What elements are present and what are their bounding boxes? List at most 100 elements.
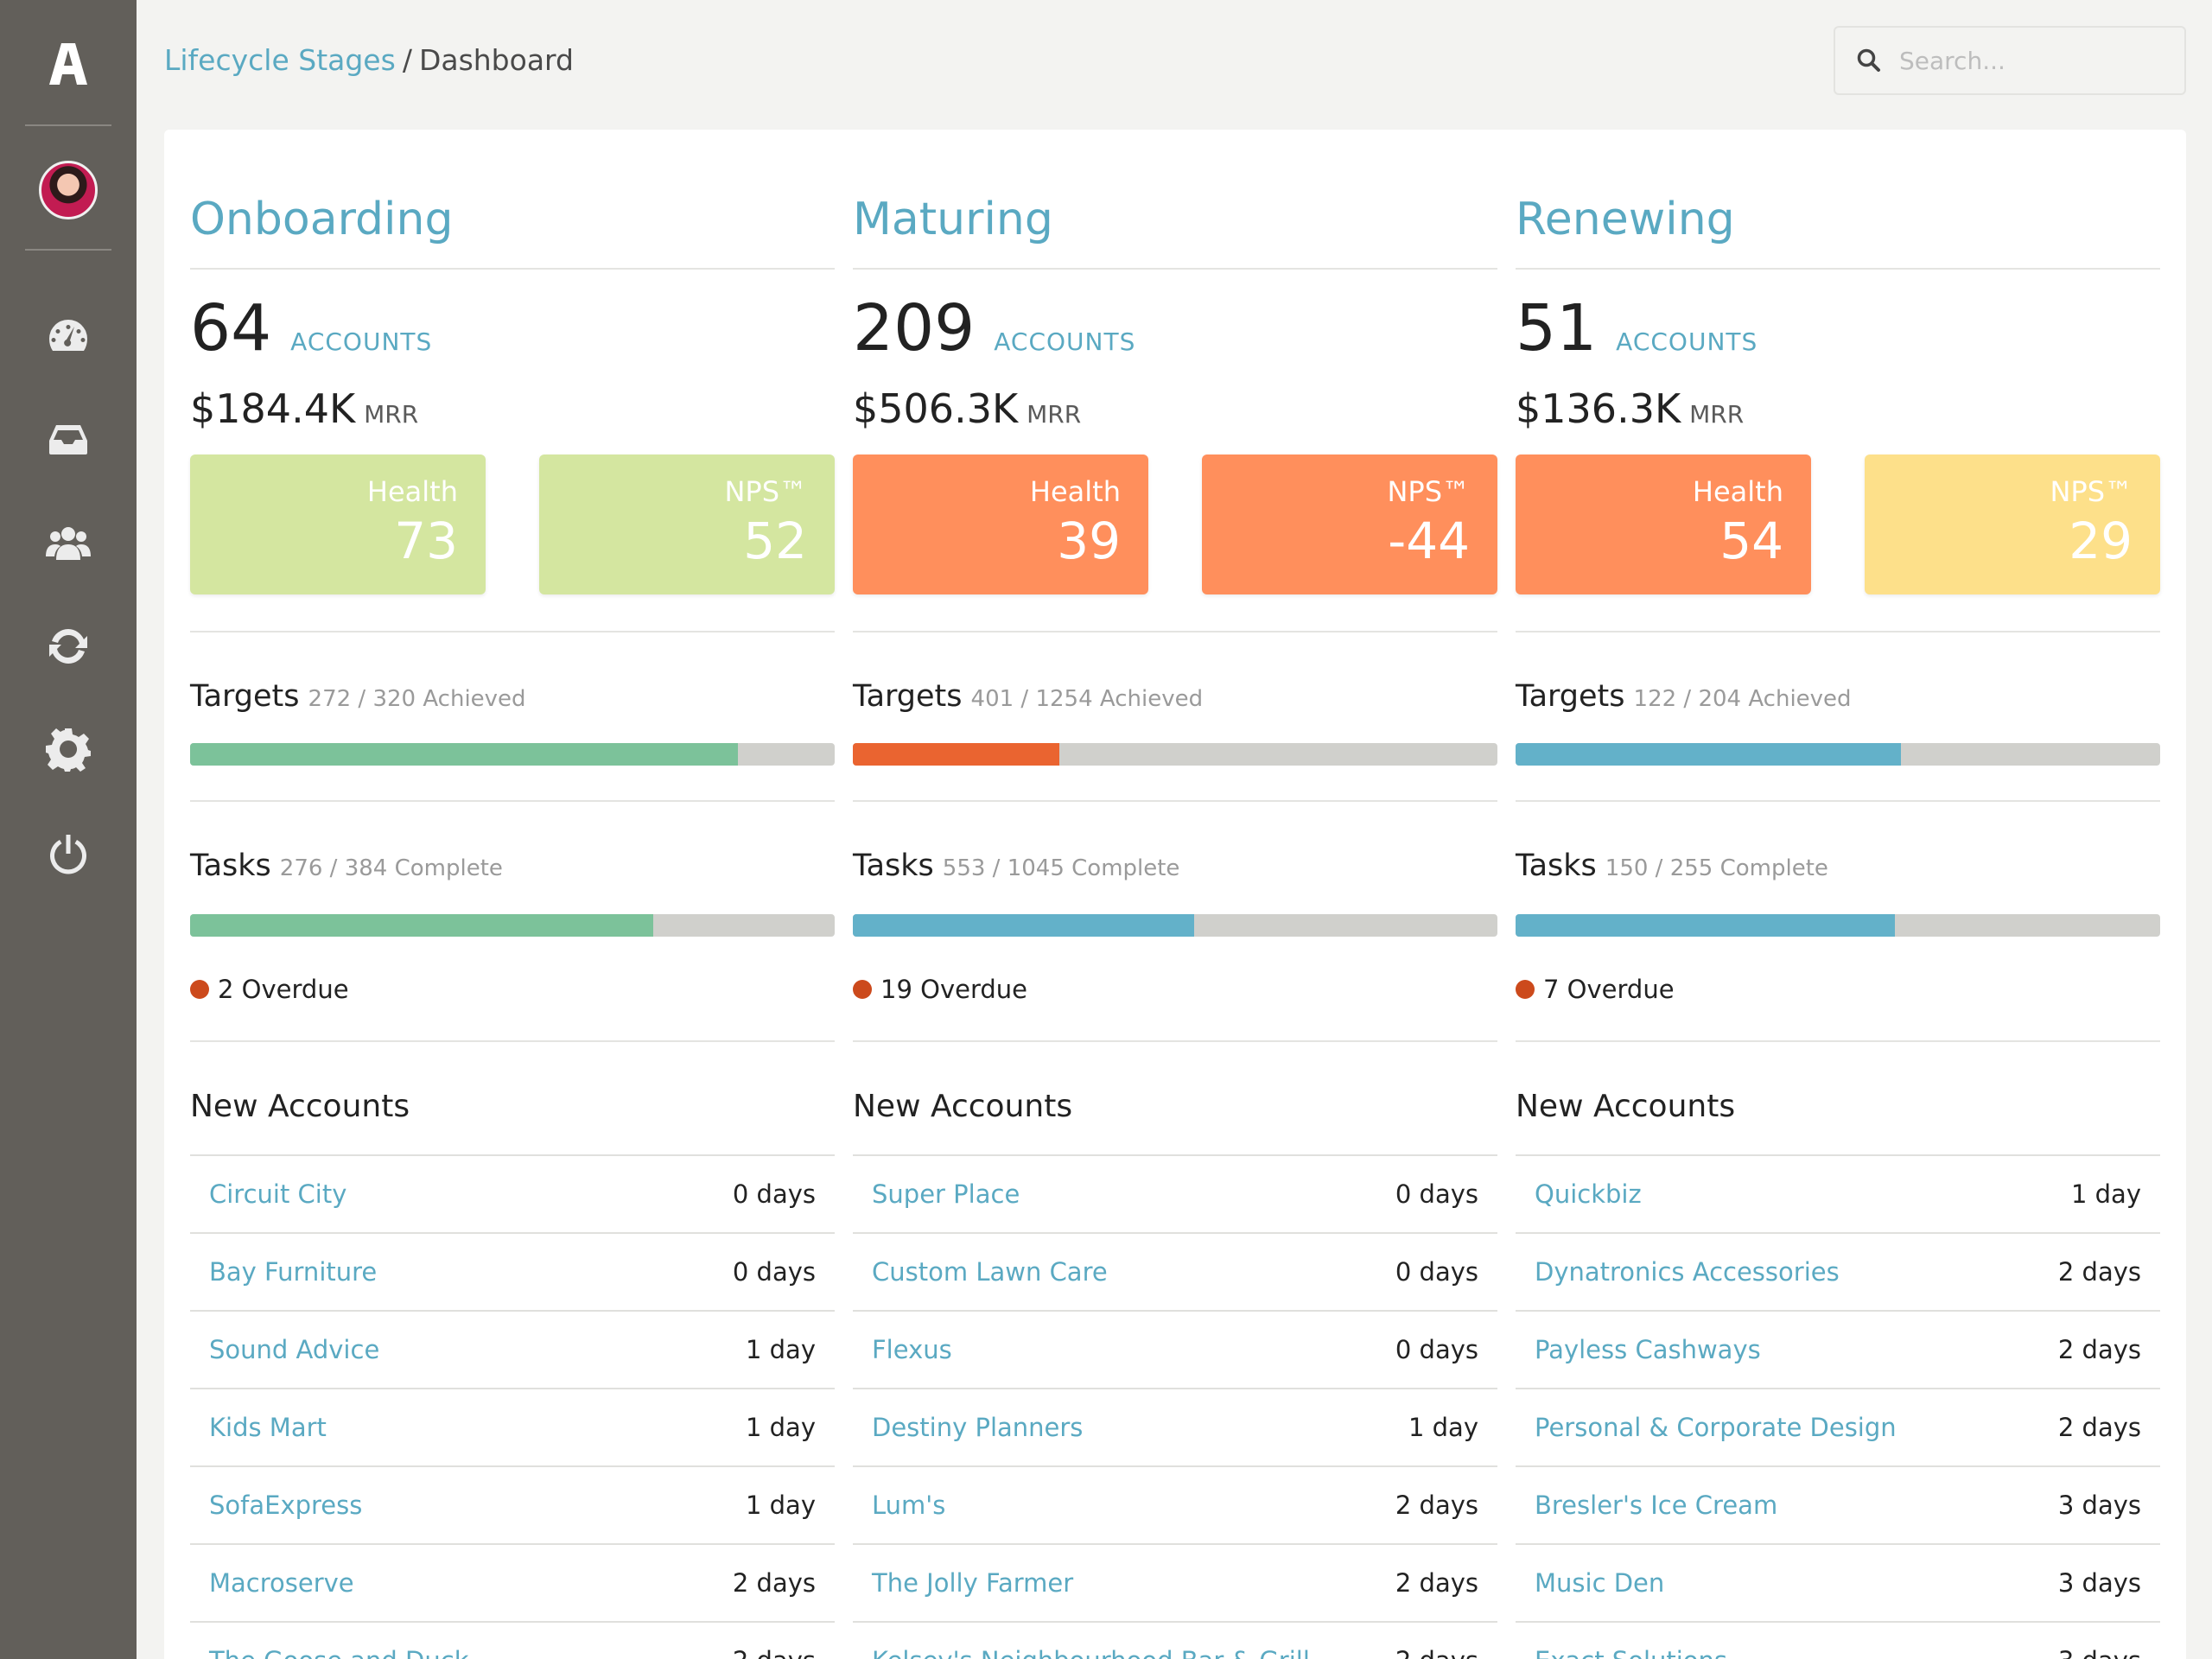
account-age: 3 days — [2058, 1646, 2141, 1659]
account-name-link[interactable]: Flexus — [872, 1335, 952, 1364]
tasks-label: Tasks — [853, 849, 934, 883]
targets-detail: 272 / 320 Achieved — [308, 686, 526, 712]
account-name-link[interactable]: Super Place — [872, 1179, 1020, 1209]
stage-title[interactable]: Maturing — [853, 194, 1053, 245]
account-name-link[interactable]: Kids Mart — [209, 1413, 327, 1442]
tasks-label: Tasks — [190, 849, 271, 883]
stage-title[interactable]: Renewing — [1516, 194, 1735, 245]
account-name-link[interactable]: Circuit City — [209, 1179, 347, 1209]
account-row: Destiny Planners 1 day — [853, 1388, 1497, 1465]
nps-score: -44 — [1388, 512, 1470, 570]
app-logo[interactable] — [48, 38, 89, 90]
nps-tile[interactable]: NPS™ 29 — [1865, 454, 2160, 594]
tasks-detail: 553 / 1045 Complete — [942, 855, 1180, 881]
targets-header: Targets 401 / 1254 Achieved — [853, 679, 1203, 714]
targets-header: Targets 272 / 320 Achieved — [190, 679, 526, 714]
breadcrumb-separator: / — [402, 43, 412, 77]
tasks-detail: 276 / 384 Complete — [279, 855, 503, 881]
account-name-link[interactable]: Bay Furniture — [209, 1257, 378, 1287]
overdue-indicator[interactable]: 19 Overdue — [853, 975, 1027, 1004]
overdue-indicator[interactable]: 2 Overdue — [190, 975, 349, 1004]
tasks-progress-fill — [190, 914, 654, 937]
account-name-link[interactable]: Lum's — [872, 1491, 946, 1520]
divider — [190, 800, 835, 802]
account-age: 1 day — [745, 1491, 816, 1520]
account-row: Circuit City 0 days — [190, 1154, 835, 1232]
account-row: Dynatronics Accessories 2 days — [1516, 1232, 2160, 1310]
mrr-label: MRR — [364, 400, 419, 429]
account-name-link[interactable]: Destiny Planners — [872, 1413, 1084, 1442]
account-name-link[interactable]: Exact Solutions — [1535, 1646, 1727, 1659]
account-name-link[interactable]: SofaExpress — [209, 1491, 363, 1520]
stage-title[interactable]: Onboarding — [190, 194, 454, 245]
health-tile[interactable]: Health 39 — [853, 454, 1148, 594]
nav-logout[interactable] — [34, 802, 103, 906]
sidebar — [0, 0, 137, 1659]
search-input[interactable] — [1899, 46, 2158, 75]
accounts-label[interactable]: ACCOUNTS — [994, 327, 1136, 356]
account-name-link[interactable]: Bresler's Ice Cream — [1535, 1491, 1778, 1520]
breadcrumb-lifecycle-stages[interactable]: Lifecycle Stages — [164, 43, 396, 77]
account-age: 1 day — [2070, 1179, 2141, 1209]
account-age: 0 days — [1395, 1179, 1478, 1209]
account-row: Bresler's Ice Cream 3 days — [1516, 1465, 2160, 1543]
accounts-label[interactable]: ACCOUNTS — [290, 327, 433, 356]
accounts-number: 51 — [1516, 291, 1598, 365]
targets-progress-fill — [853, 743, 1059, 766]
account-age: 2 days — [733, 1646, 816, 1659]
nav-sync[interactable] — [34, 594, 103, 698]
account-name-link[interactable]: The Jolly Farmer — [872, 1568, 1074, 1598]
nps-tile[interactable]: NPS™ -44 — [1202, 454, 1497, 594]
divider — [190, 268, 835, 270]
sidebar-divider — [25, 124, 111, 126]
nps-score: 29 — [2069, 512, 2133, 570]
account-row: Sound Advice 1 day — [190, 1310, 835, 1388]
account-name-link[interactable]: Kelsey's Neighbourhood Bar & Grill — [872, 1646, 1310, 1659]
account-row: Kids Mart 1 day — [190, 1388, 835, 1465]
health-score: 39 — [1057, 512, 1121, 570]
logo-icon — [49, 43, 87, 85]
account-age: 2 days — [1395, 1646, 1478, 1659]
accounts-label[interactable]: ACCOUNTS — [1616, 327, 1758, 356]
account-name-link[interactable]: Personal & Corporate Design — [1535, 1413, 1897, 1442]
accounts-count: 64 ACCOUNTS — [190, 294, 432, 363]
new-accounts-title: New Accounts — [190, 1089, 410, 1124]
account-name-link[interactable]: Macroserve — [209, 1568, 354, 1598]
nav-accounts[interactable] — [34, 491, 103, 594]
account-name-link[interactable]: Dynatronics Accessories — [1535, 1257, 1840, 1287]
user-avatar[interactable] — [39, 161, 98, 219]
power-icon — [50, 835, 86, 874]
account-name-link[interactable]: Payless Cashways — [1535, 1335, 1761, 1364]
account-age: 2 days — [732, 1568, 816, 1598]
nav-dashboard[interactable] — [34, 283, 103, 387]
health-tile[interactable]: Health 73 — [190, 454, 486, 594]
nps-tile[interactable]: NPS™ 52 — [539, 454, 835, 594]
account-age: 2 days — [1395, 1491, 1478, 1520]
mrr: $506.3K MRR — [853, 385, 1081, 432]
new-accounts-list: Circuit City 0 days Bay Furniture 0 days Sou… — [190, 1154, 835, 1659]
account-age: 0 days — [1395, 1335, 1478, 1364]
account-name-link[interactable]: Music Den — [1535, 1568, 1665, 1598]
new-accounts-title: New Accounts — [853, 1089, 1073, 1124]
account-name-link[interactable]: Sound Advice — [209, 1335, 380, 1364]
health-label: Health — [1692, 475, 1783, 508]
divider — [1516, 1040, 2160, 1042]
account-row: Custom Lawn Care 0 days — [853, 1232, 1497, 1310]
nav-settings[interactable] — [34, 698, 103, 802]
account-name-link[interactable]: Quickbiz — [1535, 1179, 1642, 1209]
dashboard-icon — [49, 320, 87, 351]
divider — [853, 800, 1497, 802]
health-tile[interactable]: Health 54 — [1516, 454, 1811, 594]
account-row: Personal & Corporate Design 2 days — [1516, 1388, 2160, 1465]
account-age: 1 day — [745, 1335, 816, 1364]
targets-label: Targets — [853, 679, 963, 714]
account-name-link[interactable]: The Goose and Duck — [209, 1646, 469, 1659]
account-name-link[interactable]: Custom Lawn Care — [872, 1257, 1108, 1287]
accounts-count: 51 ACCOUNTS — [1516, 294, 1758, 363]
account-age: 0 days — [1395, 1257, 1478, 1287]
search-box[interactable] — [1834, 26, 2186, 95]
overdue-indicator[interactable]: 7 Overdue — [1516, 975, 1675, 1004]
account-age: 2 days — [1395, 1568, 1478, 1598]
nav-inbox[interactable] — [34, 387, 103, 491]
targets-label: Targets — [190, 679, 300, 714]
